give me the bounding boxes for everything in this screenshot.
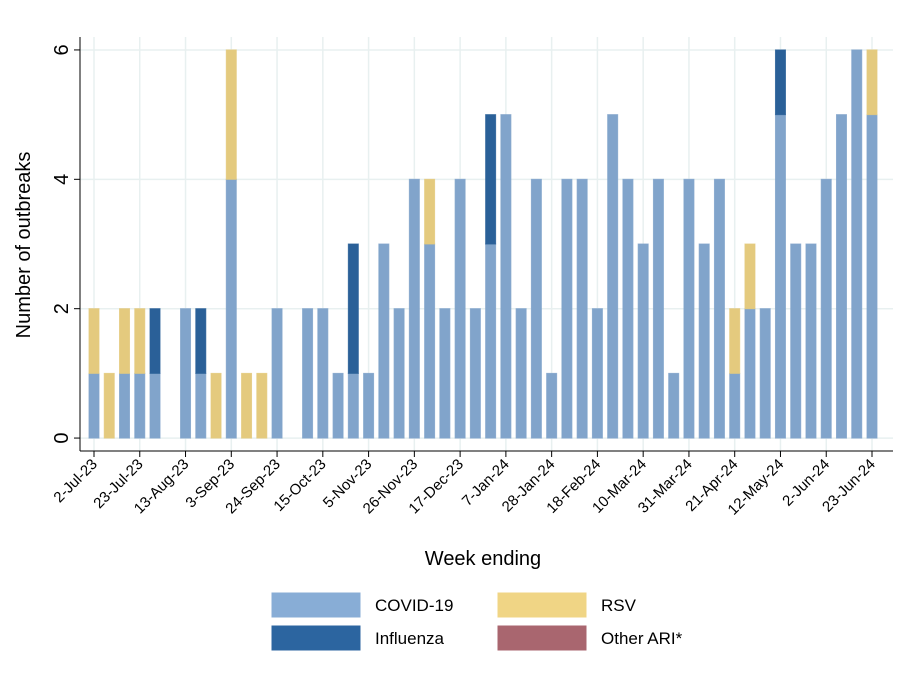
bar-segment [119, 372, 131, 439]
bar-segment [607, 114, 619, 439]
bar-segment [149, 308, 161, 374]
bar-segment [134, 372, 146, 439]
bar-segment [515, 308, 527, 439]
legend-swatch [497, 625, 587, 651]
bar-segment [424, 178, 436, 245]
bar-segment [485, 114, 497, 245]
bar-segment [744, 308, 756, 439]
bar-segment [683, 178, 695, 439]
bar-segment [454, 178, 466, 439]
bar-segment [729, 372, 741, 439]
bar-segment [774, 49, 786, 116]
y-axis-title: Number of outbreaks [13, 152, 35, 339]
bar-segment [530, 178, 542, 439]
bar-segment [729, 308, 741, 374]
bar-segment [652, 178, 664, 439]
bar-segment [241, 372, 253, 439]
bar-segment [805, 243, 817, 439]
bar-segment [546, 372, 558, 439]
bar-segment [851, 49, 863, 439]
bar-segment [180, 308, 192, 439]
legend-label: Other ARI* [601, 629, 683, 648]
legend-swatch [271, 592, 361, 618]
x-axis-title: Week ending [425, 548, 541, 570]
bar-segment [88, 372, 100, 439]
bar-segment [744, 243, 756, 310]
bar-segment [271, 308, 283, 439]
legend-swatch [271, 625, 361, 651]
bar-segment [378, 243, 390, 439]
bar-segment [119, 308, 131, 374]
bar-segment [88, 308, 100, 374]
bar-segment [576, 178, 588, 439]
legend-label: RSV [601, 596, 637, 615]
y-tick-label: 2 [51, 303, 73, 314]
bar-segment [134, 308, 146, 374]
bar-segment [485, 243, 497, 439]
bar-segment [622, 178, 634, 439]
bar-segment [591, 308, 603, 439]
bar-segment [149, 372, 161, 439]
bar-segment [668, 372, 680, 439]
bar-segment [866, 49, 878, 116]
bar-segment [500, 114, 512, 439]
y-tick-label: 6 [51, 44, 73, 55]
bar-segment [363, 372, 375, 439]
legend-label: Influenza [375, 629, 445, 648]
bar-segment [210, 372, 222, 439]
legend-swatch [497, 592, 587, 618]
bar-segment [195, 372, 207, 439]
bar-segment [347, 372, 359, 439]
bar-segment [759, 308, 771, 439]
bar-segment [561, 178, 573, 439]
bar-segment [424, 243, 436, 439]
bar-segment [439, 308, 451, 439]
bar-segment [347, 243, 359, 374]
bar-segment [698, 243, 710, 439]
bar-segment [332, 372, 344, 439]
bar-segment [393, 308, 405, 439]
bar-segment [317, 308, 329, 439]
bar-segment [225, 178, 237, 439]
bar-segment [835, 114, 847, 439]
y-tick-label: 4 [51, 174, 73, 185]
legend-label: COVID-19 [375, 596, 453, 615]
bar-segment [790, 243, 802, 439]
bar-segment [866, 114, 878, 439]
bar-segment [774, 114, 786, 439]
bar-segment [302, 308, 314, 439]
bar-segment [195, 308, 207, 374]
bar-segment [103, 372, 115, 439]
y-tick-label: 0 [51, 433, 73, 444]
bar-segment [713, 178, 725, 439]
bar-segment [225, 49, 237, 180]
bar-segment [469, 308, 481, 439]
bar-segment [820, 178, 832, 439]
bar-segment [408, 178, 420, 439]
bar-segment [637, 243, 649, 439]
bar-segment [256, 372, 268, 439]
